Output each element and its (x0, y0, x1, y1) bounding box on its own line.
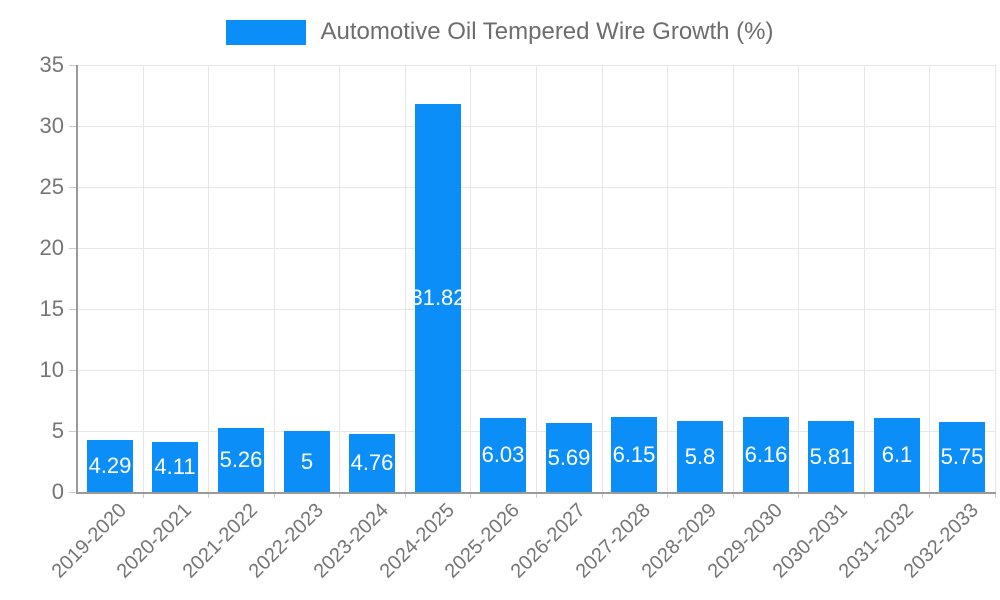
bar[interactable] (284, 431, 330, 492)
gridline-vertical (864, 65, 865, 492)
y-axis-tick-label: 15 (39, 296, 64, 321)
bar[interactable] (87, 440, 133, 492)
gridline-horizontal (77, 187, 995, 188)
gridline-vertical (667, 65, 668, 492)
legend-swatch[interactable] (226, 19, 307, 45)
bar[interactable] (677, 421, 723, 492)
y-axis-tick-label: 10 (39, 357, 64, 382)
legend: Automotive Oil Tempered Wire Growth (%) (0, 18, 1000, 46)
gridline-vertical (339, 65, 340, 492)
bar[interactable] (611, 417, 657, 492)
x-axis-line (76, 492, 996, 494)
x-axis-tick (602, 492, 603, 498)
bar[interactable] (349, 434, 395, 492)
x-axis-tick (864, 492, 865, 498)
gridline-horizontal (77, 370, 995, 371)
x-axis-tick (208, 492, 209, 498)
gridline-horizontal (77, 248, 995, 249)
x-axis-tick (929, 492, 930, 498)
y-axis-tick-label: 0 (51, 479, 64, 504)
y-axis-tick (69, 431, 77, 432)
bar[interactable] (939, 422, 985, 492)
y-axis-tick (69, 309, 77, 310)
gridline-vertical (143, 65, 144, 492)
x-axis-tick (405, 492, 406, 498)
bar[interactable] (415, 104, 461, 492)
legend-label[interactable]: Automotive Oil Tempered Wire Growth (%) (320, 18, 774, 45)
y-axis-tick-label: 30 (39, 113, 64, 138)
y-axis-tick-label: 5 (51, 418, 64, 443)
gridline-horizontal (77, 309, 995, 310)
bar[interactable] (743, 417, 789, 492)
x-axis-tick (470, 492, 471, 498)
gridline-horizontal (77, 431, 995, 432)
y-axis-tick (69, 248, 77, 249)
x-axis-tick (995, 492, 996, 498)
x-axis-tick (733, 492, 734, 498)
x-axis-tick (667, 492, 668, 498)
bar[interactable] (546, 423, 592, 492)
y-axis-tick (69, 126, 77, 127)
gridline-vertical (733, 65, 734, 492)
bar[interactable] (218, 428, 264, 492)
x-axis-tick (798, 492, 799, 498)
x-axis-tick (274, 492, 275, 498)
gridline-vertical (470, 65, 471, 492)
y-axis-tick (69, 65, 77, 66)
x-axis-tick (536, 492, 537, 498)
gridline-vertical (536, 65, 537, 492)
y-axis-tick-label: 25 (39, 174, 64, 199)
gridline-vertical (405, 65, 406, 492)
bar[interactable] (480, 418, 526, 492)
y-axis-tick (69, 187, 77, 188)
y-axis-tick (69, 370, 77, 371)
y-axis-tick (69, 492, 77, 493)
gridline-vertical (274, 65, 275, 492)
bar[interactable] (808, 421, 854, 492)
gridline-vertical (995, 65, 996, 492)
gridline-horizontal (77, 126, 995, 127)
bar[interactable] (874, 418, 920, 492)
gridline-horizontal (77, 65, 995, 66)
y-axis-tick-label: 20 (39, 235, 64, 260)
x-axis-tick (339, 492, 340, 498)
gridline-vertical (929, 65, 930, 492)
gridline-vertical (798, 65, 799, 492)
x-axis-tick (143, 492, 144, 498)
y-axis-line (76, 65, 78, 493)
y-axis-tick-label: 35 (39, 52, 64, 77)
gridline-vertical (208, 65, 209, 492)
bar[interactable] (152, 442, 198, 492)
gridline-vertical (602, 65, 603, 492)
